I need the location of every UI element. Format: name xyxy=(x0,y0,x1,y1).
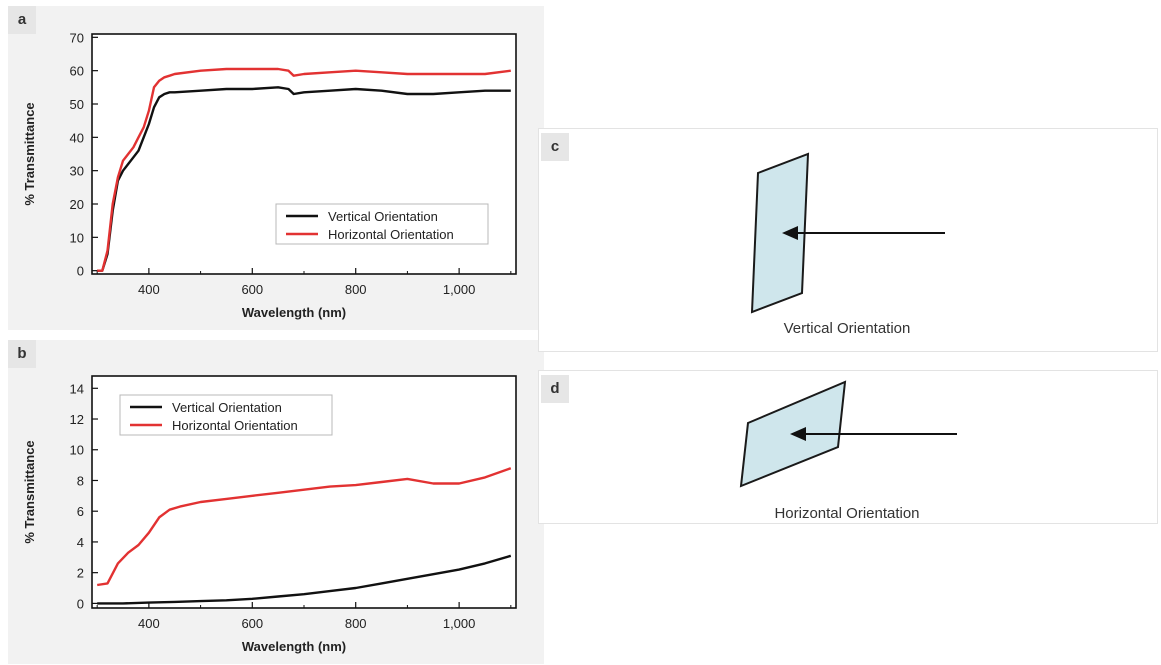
y-tick-label: 0 xyxy=(77,596,84,611)
y-axis-label: % Transmittance xyxy=(22,440,37,543)
x-tick-label: 800 xyxy=(345,616,367,631)
y-tick-label: 70 xyxy=(70,30,84,45)
series-line-vertical-orientation xyxy=(97,86,511,272)
light-arrow-head xyxy=(790,427,806,441)
diagram-c-caption: Vertical Orientation xyxy=(784,320,911,337)
x-tick-label: 400 xyxy=(138,616,160,631)
series-line-horizontal-orientation xyxy=(97,67,511,272)
y-tick-label: 14 xyxy=(70,381,84,396)
y-tick-label: 6 xyxy=(77,504,84,519)
y-tick-label: 10 xyxy=(70,230,84,245)
diagram-d-box xyxy=(538,370,1158,524)
x-tick-label: 1,000 xyxy=(443,616,476,631)
y-tick-label: 40 xyxy=(70,130,84,145)
legend-label-horizontal-orientation: Horizontal Orientation xyxy=(172,418,298,433)
diagram-c-box xyxy=(538,128,1158,352)
y-tick-label: 60 xyxy=(70,64,84,79)
x-axis-label: Wavelength (nm) xyxy=(242,639,346,654)
y-tick-label: 50 xyxy=(70,97,84,112)
y-axis-label: % Transmittance xyxy=(22,102,37,205)
y-tick-label: 20 xyxy=(70,197,84,212)
x-tick-label: 600 xyxy=(241,282,263,297)
legend-box xyxy=(275,203,489,245)
y-tick-label: 12 xyxy=(70,412,84,427)
y-tick-label: 8 xyxy=(77,473,84,488)
legend-label-vertical-orientation: Vertical Orientation xyxy=(328,209,438,224)
diagram-c: Vertical Orientation xyxy=(750,152,945,337)
diagram-d: Horizontal Orientation xyxy=(739,380,957,522)
series-line-vertical-orientation xyxy=(97,554,512,605)
vertical-sample-shape xyxy=(750,152,810,314)
y-tick-label: 30 xyxy=(70,164,84,179)
chart-b: 0 2 4 6 8 10 12 14 400 600 800 1,000 Wavelength (nm)… xyxy=(22,375,517,654)
panel-label-d: d xyxy=(541,375,569,403)
light-arrow-head xyxy=(782,226,798,240)
x-tick-label: 1,000 xyxy=(443,282,476,297)
x-tick-label: 400 xyxy=(138,282,160,297)
legend-box xyxy=(119,394,333,436)
y-tick-label: 2 xyxy=(77,566,84,581)
y-tick-label: 4 xyxy=(77,535,84,550)
panel-label-a: a xyxy=(8,6,36,34)
legend-label-horizontal-orientation: Horizontal Orientation xyxy=(328,227,454,242)
y-tick-label: 10 xyxy=(70,443,84,458)
y-tick-label: 0 xyxy=(77,264,84,279)
x-tick-label: 800 xyxy=(345,282,367,297)
panel-label-b: b xyxy=(8,340,36,368)
legend-label-vertical-orientation: Vertical Orientation xyxy=(172,400,282,415)
x-tick-label: 600 xyxy=(241,616,263,631)
diagram-d-caption: Horizontal Orientation xyxy=(774,505,919,522)
x-axis-label: Wavelength (nm) xyxy=(242,305,346,320)
chart-a: 0 10 20 30 40 50 60 70 400 600 800 1,000 Wavelength … xyxy=(22,30,517,320)
panel-label-c: c xyxy=(541,133,569,161)
series-line-horizontal-orientation xyxy=(97,467,512,587)
